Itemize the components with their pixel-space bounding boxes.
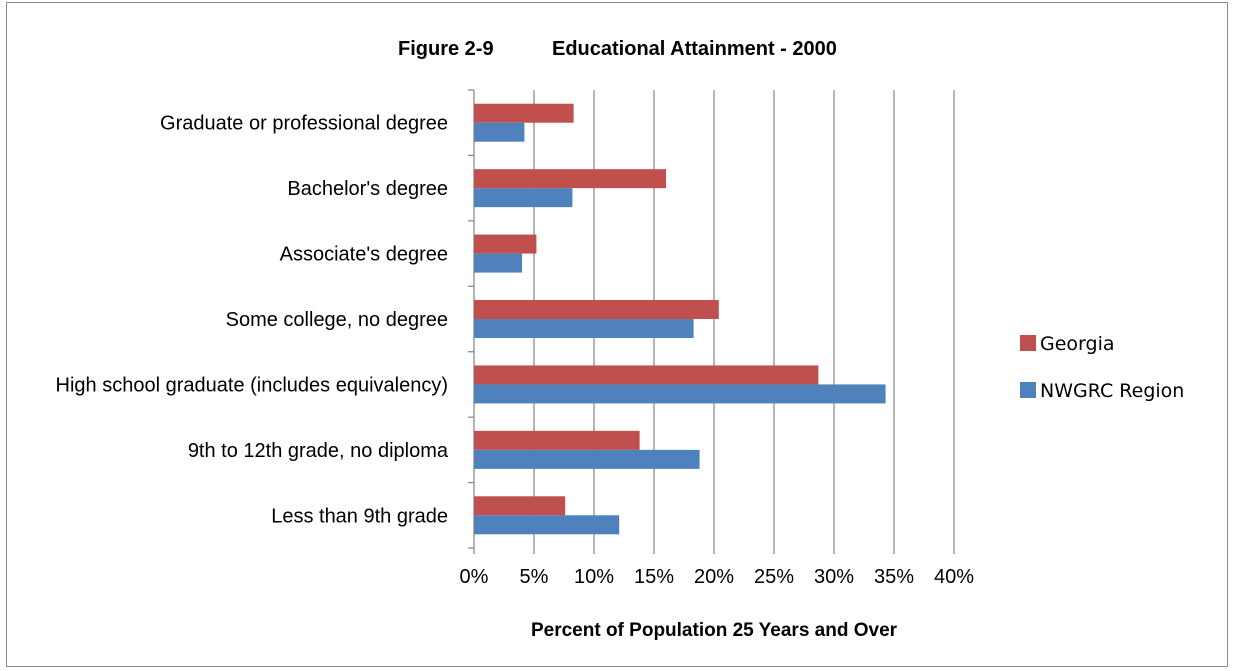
x-tick-label: 10% (574, 566, 614, 588)
bars (474, 103, 886, 535)
category-label: Graduate or professional degree (160, 113, 448, 135)
category-label: High school graduate (includes equivalen… (56, 374, 448, 396)
bar-georgia (474, 103, 574, 123)
category-labels: Graduate or professional degree Bachelor'… (56, 113, 449, 528)
bar-georgia (474, 496, 566, 516)
x-tick-label: 0% (460, 566, 489, 588)
x-tick-label: 20% (694, 566, 734, 588)
bar-georgia (474, 300, 719, 319)
bar-georgia (474, 234, 537, 254)
legend-swatch (1020, 335, 1036, 351)
legend: Georgia NWGRC Region (1020, 333, 1184, 402)
legend-swatch (1020, 382, 1036, 398)
category-label: Bachelor's degree (287, 178, 448, 200)
bar-nwgrc-region (474, 319, 694, 338)
legend-label: NWGRC Region (1040, 380, 1184, 402)
bar-nwgrc-region (474, 122, 525, 142)
bar-georgia (474, 430, 640, 450)
x-axis-title: Percent of Population 25 Years and Over (531, 620, 898, 641)
bar-nwgrc-region (474, 384, 886, 404)
bar-nwgrc-region (474, 449, 700, 469)
x-tick-label: 15% (634, 566, 674, 588)
category-label: Less than 9th grade (271, 505, 448, 527)
bar-georgia (474, 365, 819, 385)
x-tick-label: 35% (874, 566, 914, 588)
x-tick-labels: 0% 5% 10% 15% 20% 25% 30% 35% 40% (460, 566, 975, 588)
bar-nwgrc-region (474, 515, 620, 535)
x-tick-label: 30% (814, 566, 854, 588)
chart-title-text: Educational Attainment - 2000 (552, 38, 837, 60)
category-label: 9th to 12th grade, no diploma (188, 440, 449, 462)
x-tick-label: 5% (520, 566, 549, 588)
chart-title: Figure 2-9 Educational Attainment - 2000 (398, 38, 837, 60)
bar-nwgrc-region (474, 253, 522, 273)
legend-label: Georgia (1040, 333, 1115, 355)
chart-title-number: Figure 2-9 (398, 38, 494, 60)
bar-georgia (474, 169, 666, 189)
category-label: Associate's degree (280, 244, 448, 266)
bar-nwgrc-region (474, 188, 573, 208)
x-tick-label: 25% (754, 566, 794, 588)
category-label: Some college, no degree (226, 309, 448, 331)
x-tick-label: 40% (934, 566, 974, 588)
